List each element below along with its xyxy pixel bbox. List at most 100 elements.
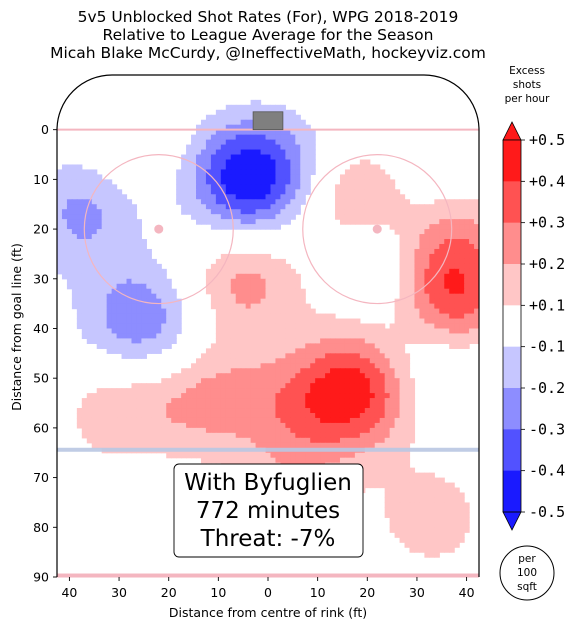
heat-cell <box>141 338 147 344</box>
heat-cell <box>464 293 470 300</box>
heat-cell <box>389 482 396 489</box>
heat-cell <box>469 268 475 275</box>
heat-cell <box>434 338 440 344</box>
heat-cell <box>300 199 306 205</box>
heat-cell <box>270 333 277 340</box>
heat-cell <box>280 348 286 354</box>
heat-cell <box>384 412 391 419</box>
heat-cell <box>220 278 227 285</box>
heat-cell <box>205 129 212 136</box>
heat-cell <box>325 417 331 424</box>
heat-cell <box>57 209 63 215</box>
heat-cell <box>141 353 147 359</box>
heat-cell <box>81 169 88 176</box>
heat-cell <box>245 139 252 146</box>
heat-cell <box>290 268 296 275</box>
heat-cell <box>374 408 381 414</box>
heat-cell <box>250 278 257 285</box>
heat-cell <box>444 214 450 220</box>
heat-cell <box>384 388 391 394</box>
heat-cell <box>364 378 371 384</box>
heat-cell <box>166 303 172 310</box>
heat-cell <box>394 432 401 439</box>
heat-cell <box>364 422 371 429</box>
heat-cell <box>354 328 361 335</box>
heat-cell <box>270 383 277 389</box>
heat-cell <box>215 358 222 364</box>
heat-cell <box>344 318 351 325</box>
heat-cell <box>339 452 346 459</box>
heat-cell <box>409 298 416 305</box>
heat-cell <box>295 149 301 156</box>
heat-cell <box>374 358 381 364</box>
heat-cell <box>364 328 371 335</box>
heat-cell <box>359 328 366 335</box>
heat-cell <box>394 313 401 320</box>
heat-cell <box>300 373 306 379</box>
heat-cell <box>389 452 396 459</box>
heat-cell <box>196 219 202 225</box>
heat-cell <box>240 452 247 459</box>
heat-cell <box>240 298 247 305</box>
heat-cell <box>359 209 366 215</box>
heat-cell <box>305 333 311 340</box>
heat-cell <box>335 398 341 404</box>
heat-cell <box>260 169 267 176</box>
heat-cell <box>215 134 222 141</box>
heat-cell <box>250 194 257 200</box>
heat-cell <box>161 442 167 449</box>
heat-cell <box>439 542 445 548</box>
heat-cell <box>96 403 103 409</box>
heat-cell <box>369 472 376 479</box>
colorbar-title-line-3: per hour <box>505 93 551 105</box>
heat-cell <box>474 293 479 300</box>
heat-cell <box>96 427 103 434</box>
heat-cell <box>245 164 252 171</box>
heat-cell <box>86 328 93 335</box>
heat-cell <box>464 229 470 235</box>
heat-cell <box>404 338 411 344</box>
heat-cell <box>275 214 282 220</box>
heat-cell <box>230 119 237 126</box>
heat-cell <box>106 427 113 434</box>
heat-cell <box>250 313 257 320</box>
heat-cell <box>419 497 425 504</box>
heat-cell <box>265 263 272 270</box>
heat-cell <box>126 258 133 265</box>
heat-cell <box>280 263 286 270</box>
heat-cell <box>295 452 301 459</box>
heat-cell <box>424 502 430 509</box>
heat-cell <box>379 343 386 349</box>
heat-cell <box>339 219 346 225</box>
heat-cell <box>146 303 152 310</box>
heat-cell <box>146 313 152 320</box>
heat-cell <box>186 388 192 394</box>
heat-cell <box>146 318 152 325</box>
heat-cell <box>121 338 128 344</box>
heat-cell <box>320 333 326 340</box>
heat-cell <box>464 507 470 513</box>
heat-cell <box>424 542 430 548</box>
heat-cell <box>330 333 336 340</box>
heat-cell <box>310 159 316 166</box>
heat-cell <box>474 283 479 290</box>
heat-cell <box>394 452 401 459</box>
heat-cell <box>414 507 421 513</box>
heat-cell <box>250 224 257 230</box>
heat-cell <box>354 333 361 340</box>
heat-cell <box>260 378 267 384</box>
heat-cell <box>81 303 88 310</box>
heat-cell <box>399 368 406 374</box>
heat-cell <box>205 149 212 156</box>
heat-cell <box>379 422 386 429</box>
heat-cell <box>205 209 212 215</box>
heat-cell <box>275 452 282 459</box>
heat-cell <box>156 318 162 325</box>
heat-cell <box>220 144 227 151</box>
heat-cell <box>310 318 316 325</box>
heat-cell <box>429 278 435 285</box>
heat-cell <box>349 353 356 359</box>
heat-cell <box>121 323 128 330</box>
heat-cell <box>186 373 192 379</box>
heat-cell <box>240 224 247 230</box>
